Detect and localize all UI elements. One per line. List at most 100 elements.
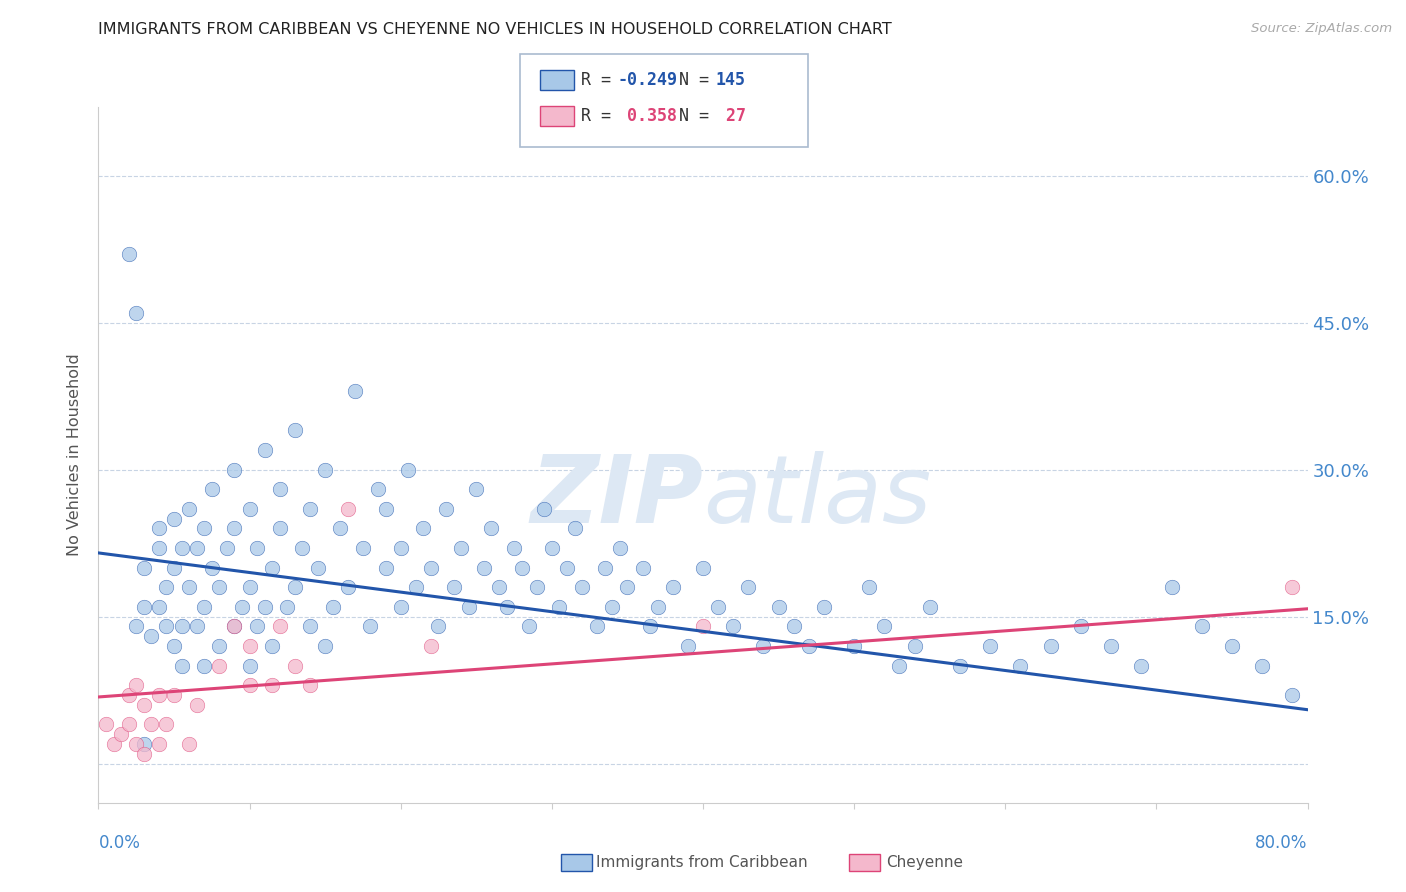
- Point: [141, 717, 163, 731]
- Text: N =: N =: [679, 71, 718, 89]
- Point: [949, 658, 972, 673]
- Point: [163, 511, 186, 525]
- Point: [201, 482, 224, 496]
- Point: [132, 747, 155, 761]
- Point: [1191, 619, 1213, 633]
- Point: [631, 560, 654, 574]
- Point: [179, 580, 201, 594]
- Point: [141, 629, 163, 643]
- Point: [170, 619, 193, 633]
- Point: [548, 599, 571, 614]
- Point: [269, 619, 291, 633]
- Point: [374, 501, 396, 516]
- Point: [638, 619, 661, 633]
- Point: [163, 639, 186, 653]
- Point: [396, 462, 419, 476]
- Point: [170, 541, 193, 555]
- Point: [344, 384, 367, 399]
- Point: [170, 658, 193, 673]
- Point: [692, 619, 714, 633]
- Point: [420, 560, 443, 574]
- Point: [647, 599, 669, 614]
- Text: Cheyenne: Cheyenne: [886, 855, 963, 870]
- Point: [457, 599, 479, 614]
- Point: [299, 678, 322, 692]
- Point: [367, 482, 389, 496]
- Point: [336, 501, 359, 516]
- Text: 27: 27: [716, 107, 745, 125]
- Point: [239, 658, 262, 673]
- Point: [132, 698, 155, 712]
- Point: [918, 599, 941, 614]
- Point: [276, 599, 298, 614]
- Point: [555, 560, 578, 574]
- Point: [692, 560, 714, 574]
- Point: [179, 501, 201, 516]
- Point: [155, 619, 177, 633]
- Point: [262, 639, 284, 653]
- Point: [246, 541, 269, 555]
- Point: [1281, 688, 1303, 702]
- Point: [118, 688, 141, 702]
- Point: [224, 619, 246, 633]
- Point: [503, 541, 526, 555]
- Point: [125, 678, 148, 692]
- Point: [540, 541, 562, 555]
- Point: [1220, 639, 1243, 653]
- Point: [526, 580, 548, 594]
- Point: [307, 560, 329, 574]
- Text: IMMIGRANTS FROM CARIBBEAN VS CHEYENNE NO VEHICLES IN HOUSEHOLD CORRELATION CHART: IMMIGRANTS FROM CARIBBEAN VS CHEYENNE NO…: [98, 22, 893, 37]
- Point: [609, 541, 631, 555]
- Point: [224, 462, 246, 476]
- Point: [231, 599, 253, 614]
- Text: N =: N =: [679, 107, 718, 125]
- Point: [94, 717, 117, 731]
- Point: [676, 639, 699, 653]
- Point: [329, 521, 352, 535]
- Point: [517, 619, 540, 633]
- Point: [239, 639, 262, 653]
- Text: R =: R =: [581, 71, 620, 89]
- Text: ZIP: ZIP: [530, 450, 703, 542]
- Text: atlas: atlas: [703, 451, 931, 542]
- Point: [571, 580, 593, 594]
- Point: [314, 639, 336, 653]
- Point: [427, 619, 450, 633]
- Point: [262, 560, 284, 574]
- Point: [752, 639, 775, 653]
- Point: [179, 737, 201, 751]
- Point: [873, 619, 896, 633]
- Point: [148, 541, 170, 555]
- Point: [110, 727, 132, 741]
- Point: [208, 658, 231, 673]
- Point: [224, 619, 246, 633]
- Point: [118, 247, 141, 261]
- Point: [495, 599, 517, 614]
- Point: [322, 599, 344, 614]
- Point: [1039, 639, 1062, 653]
- Text: 0.358: 0.358: [617, 107, 678, 125]
- Point: [155, 717, 177, 731]
- Text: -0.249: -0.249: [617, 71, 678, 89]
- Point: [118, 717, 141, 731]
- Point: [186, 698, 208, 712]
- Point: [148, 599, 170, 614]
- Point: [510, 560, 533, 574]
- Point: [253, 443, 276, 458]
- Point: [193, 658, 215, 673]
- Point: [889, 658, 911, 673]
- Point: [813, 599, 835, 614]
- Point: [132, 560, 155, 574]
- Point: [465, 482, 488, 496]
- Point: [253, 599, 276, 614]
- Point: [239, 580, 262, 594]
- Point: [148, 688, 170, 702]
- Point: [783, 619, 806, 633]
- Point: [1130, 658, 1153, 673]
- Point: [1251, 658, 1274, 673]
- Point: [662, 580, 685, 594]
- Text: 0.0%: 0.0%: [98, 834, 141, 852]
- Point: [186, 619, 208, 633]
- Point: [1099, 639, 1122, 653]
- Point: [186, 541, 208, 555]
